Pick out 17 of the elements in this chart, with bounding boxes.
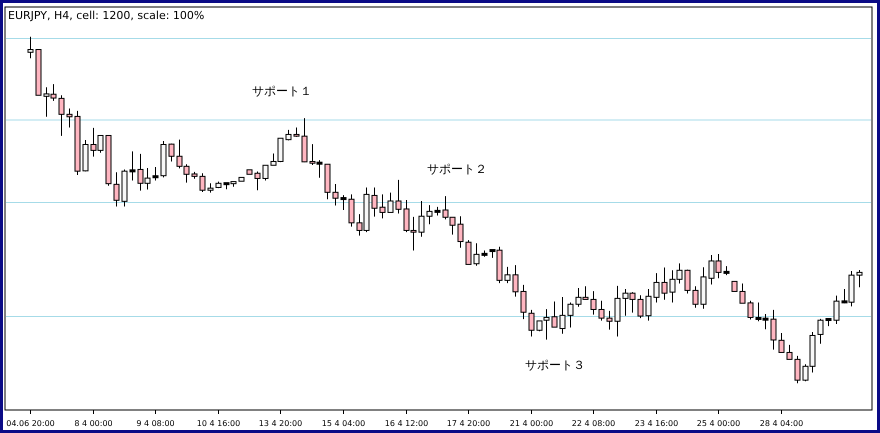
x-tick-label: 9 4 08:00 [136,419,175,428]
annotation: サポート２ [427,162,487,176]
x-tick-label: 10 4 16:00 [196,419,240,428]
x-tick-label: 22 4 08:00 [572,419,616,428]
x-tick-label: 25 4 00:00 [696,419,740,428]
annotation: サポート１ [252,84,312,98]
x-tick-label: 23 4 16:00 [634,419,678,428]
annotation: サポート３ [525,358,585,372]
x-tick-label: 17 4 20:00 [446,419,490,428]
x-tick-label: 13 4 20:00 [258,419,302,428]
title: EURJPY, H4, cell: 1200, scale: 100% [8,9,204,22]
x-tick-label: 04.06 20:00 [6,419,55,428]
x-tick-label: 15 4 04:00 [322,419,366,428]
x-tick-label: 8 4 00:00 [74,419,113,428]
x-tick-label: 16 4 12:00 [384,419,428,428]
x-tick-label: 21 4 00:00 [510,419,554,428]
x-tick-label: 28 4 04:00 [760,419,804,428]
